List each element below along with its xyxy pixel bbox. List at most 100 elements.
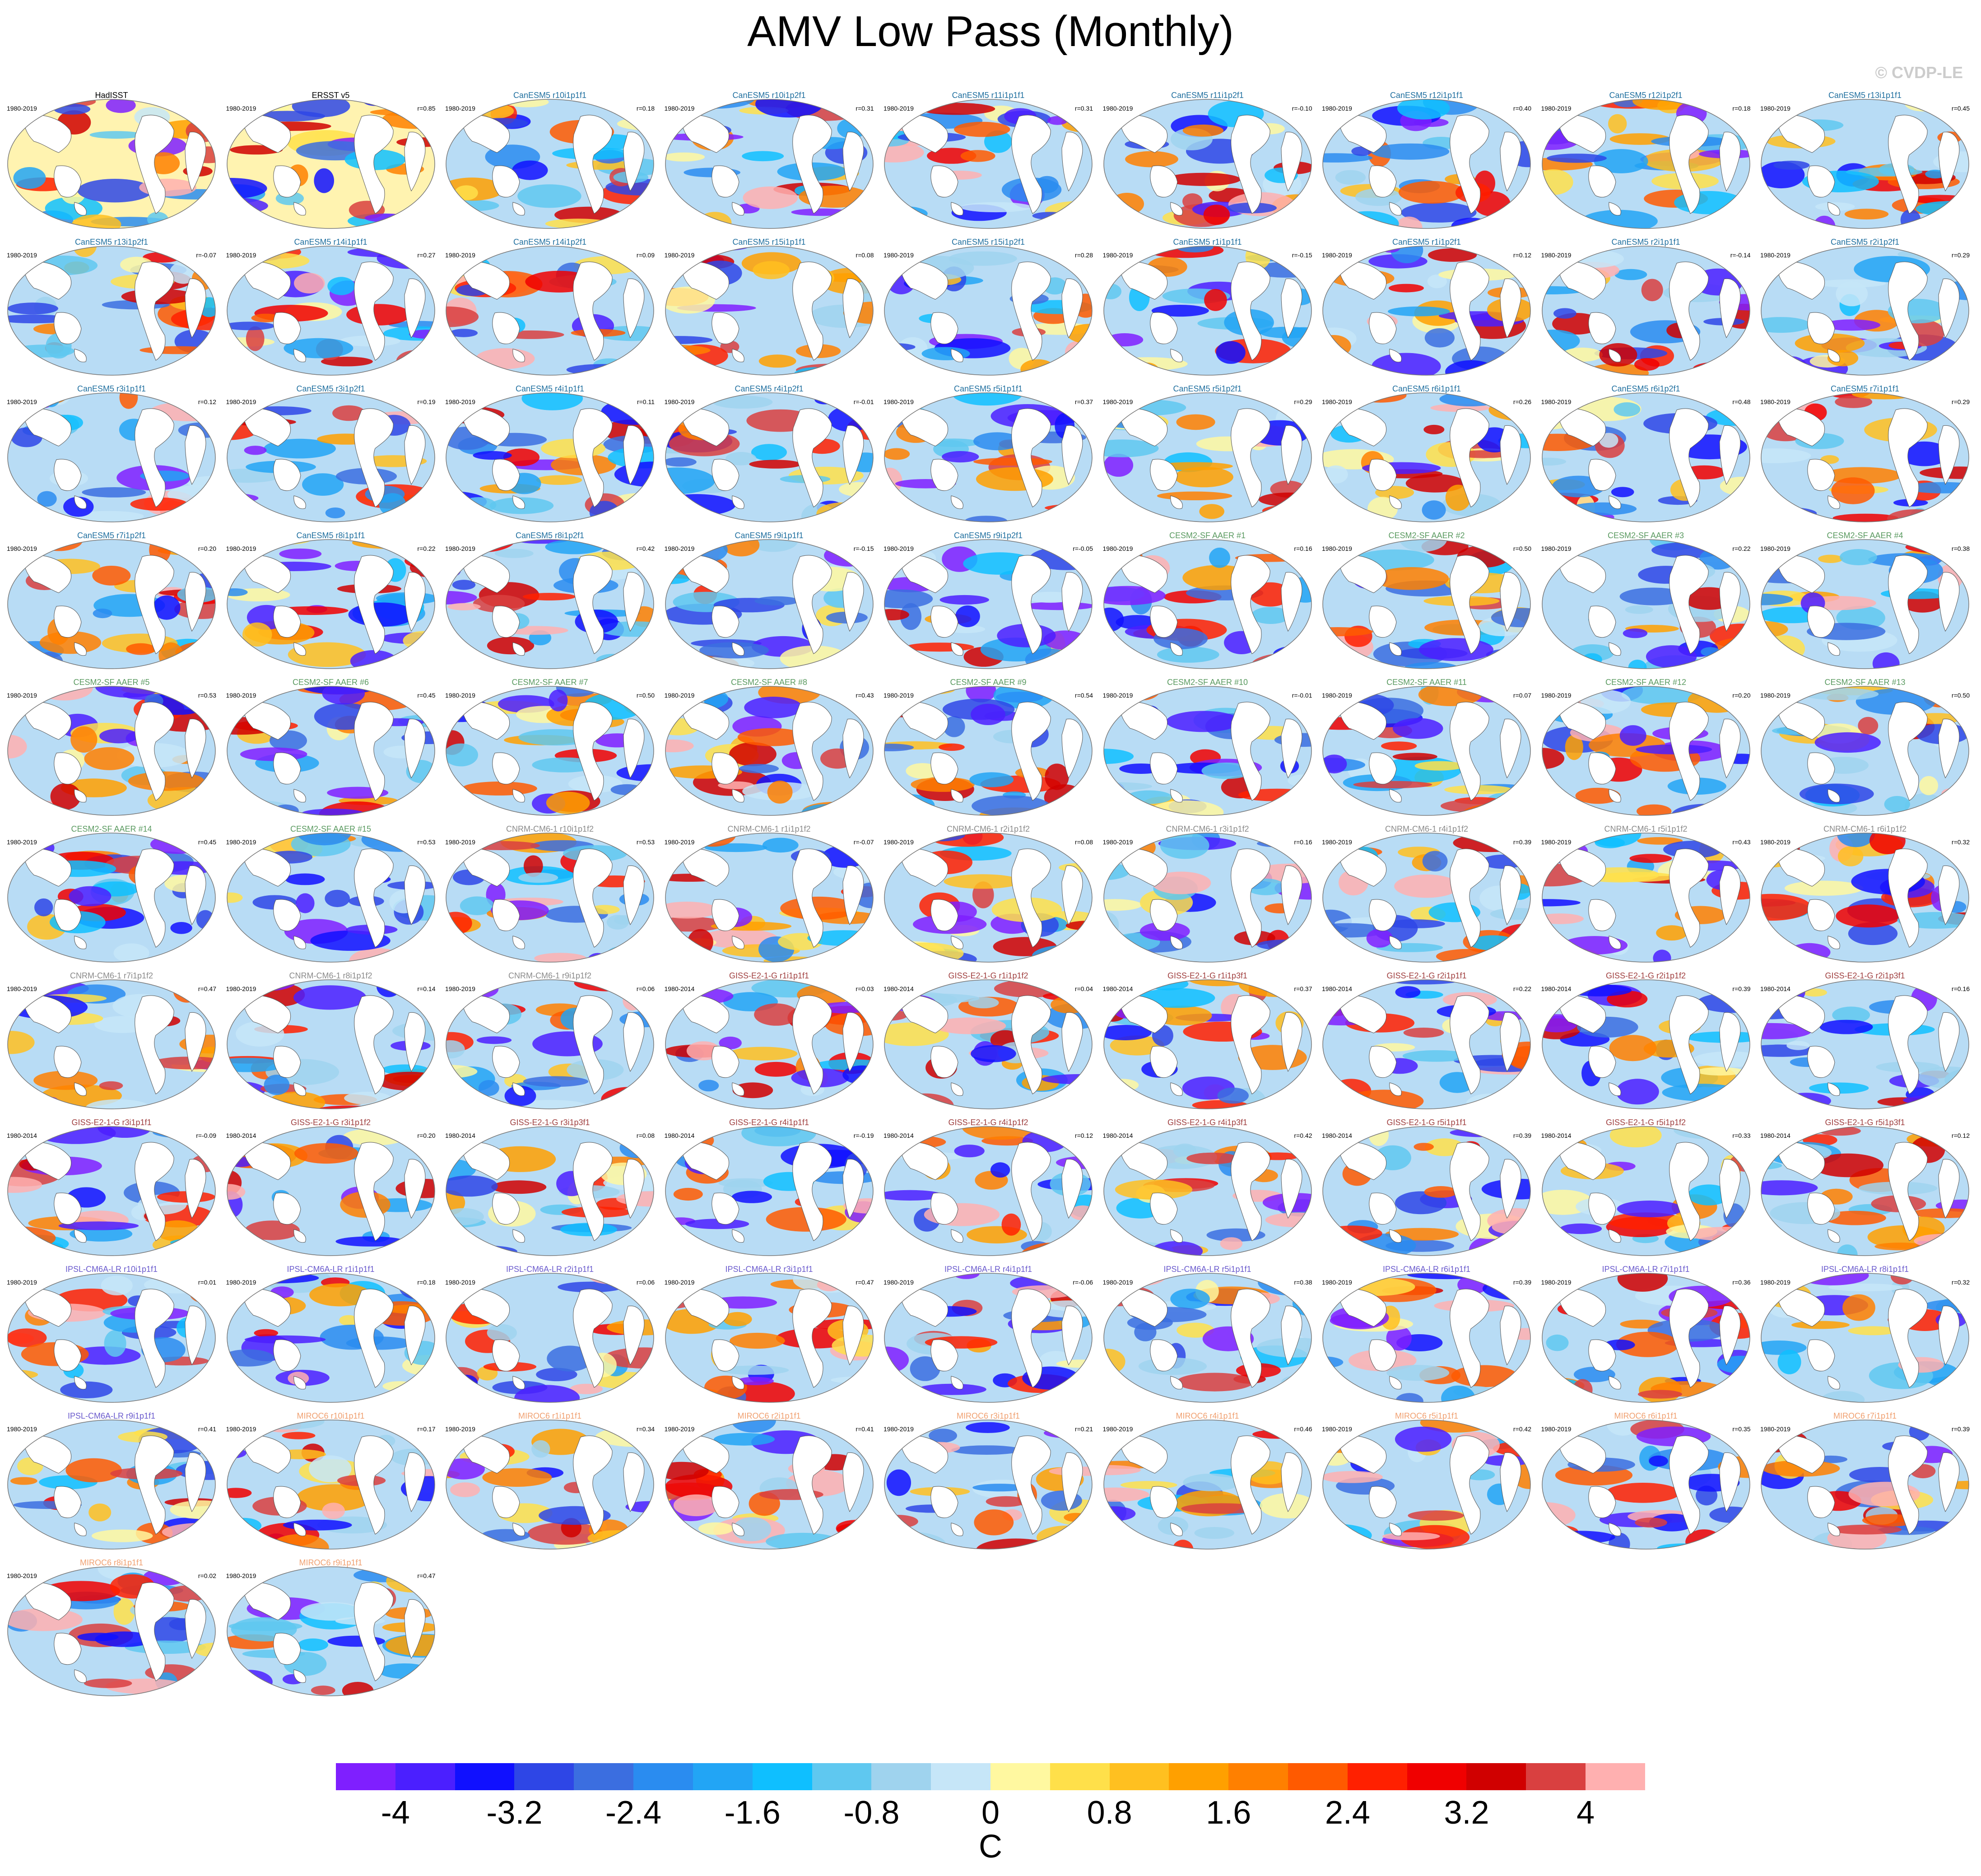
land-mass xyxy=(930,165,958,198)
panel-title: GISS-E2-1-G r5i1p1f1 xyxy=(1386,1118,1467,1127)
panel-title: MIROC6 r2i1p1f1 xyxy=(737,1411,801,1420)
land-mass xyxy=(792,555,832,654)
panel-correlation: r=0.53 xyxy=(417,838,436,846)
land-mass xyxy=(1828,1082,1840,1096)
land-mass xyxy=(1807,899,1835,931)
panel-correlation: r=0.03 xyxy=(856,985,874,992)
land-mass xyxy=(1061,1159,1083,1219)
panel-correlation: r=0.50 xyxy=(1951,692,1970,699)
panel-period: 1980-2019 xyxy=(664,1279,695,1286)
panel-correlation: r=0.85 xyxy=(417,105,436,112)
sst-anomaly-map xyxy=(7,1273,216,1403)
colorbar-tick-label: -2.4 xyxy=(605,1795,662,1831)
land-mass xyxy=(681,1142,729,1180)
panel-title: GISS-E2-1-G r4i1p1f1 xyxy=(729,1118,809,1127)
land-mass xyxy=(243,995,291,1033)
panel-correlation: r=-0.15 xyxy=(1292,251,1312,259)
panel-period: 1980-2019 xyxy=(1102,1279,1133,1286)
land-mass xyxy=(54,1046,82,1078)
land-mass xyxy=(842,131,864,192)
land-mass xyxy=(243,408,291,447)
land-mass xyxy=(1170,642,1183,656)
sst-anomaly-map xyxy=(1761,99,1969,229)
panel-title: GISS-E2-1-G r3i1p3f1 xyxy=(510,1118,590,1127)
land-mass xyxy=(1230,1142,1270,1241)
sst-anomaly-map xyxy=(1103,979,1312,1109)
colorbar-tick-label: 4 xyxy=(1576,1795,1595,1831)
land-mass xyxy=(1777,995,1825,1033)
panel-period: 1980-2019 xyxy=(7,398,37,405)
land-mass xyxy=(623,425,645,485)
land-mass xyxy=(1888,1435,1928,1535)
colorbar-swatch xyxy=(1526,1763,1586,1790)
sst-anomaly-map xyxy=(1761,1273,1969,1403)
panel-period: 1980-2019 xyxy=(7,985,37,992)
land-mass xyxy=(1500,425,1521,485)
land-mass xyxy=(1149,752,1178,785)
land-mass xyxy=(512,1376,525,1390)
sst-anomaly-map xyxy=(1103,686,1312,816)
land-mass xyxy=(1339,408,1387,447)
panel-period: 1980-2014 xyxy=(445,1132,475,1139)
panel-correlation: r=0.53 xyxy=(198,692,216,699)
land-mass xyxy=(492,459,520,491)
panel-period: 1980-2019 xyxy=(1322,105,1352,112)
land-mass xyxy=(462,848,510,887)
land-mass xyxy=(1450,115,1489,214)
sst-anomaly-map xyxy=(226,1126,435,1256)
panel-correlation: r=0.04 xyxy=(1074,985,1093,992)
map-panel: CESM2-SF AAER #5 1980-2019 r=0.53 xyxy=(2,677,221,818)
land-mass xyxy=(24,555,72,593)
land-mass xyxy=(1888,408,1928,507)
land-mass xyxy=(462,1435,510,1474)
land-mass xyxy=(353,261,394,361)
land-mass xyxy=(54,605,82,638)
land-mass xyxy=(1828,789,1840,803)
sst-anomaly-map xyxy=(7,246,216,376)
sst-anomaly-map xyxy=(1761,979,1969,1109)
colorbar-swatch xyxy=(395,1763,455,1790)
sst-anomaly-map xyxy=(226,99,435,229)
land-mass xyxy=(1280,425,1302,485)
sst-anomaly-map xyxy=(1541,392,1750,522)
map-panel: CanESM5 r15i1p2f1 1980-2019 r=0.28 xyxy=(879,237,1097,378)
map-panel: IPSL-CM6A-LR r9i1p1f1 1980-2019 r=0.41 xyxy=(2,1411,221,1552)
land-mass xyxy=(1170,495,1183,509)
land-mass xyxy=(573,702,613,801)
panel-title: CanESM5 r5i1p1f1 xyxy=(953,384,1023,393)
panel-title: GISS-E2-1-G r2i1p1f2 xyxy=(1605,971,1686,980)
land-mass xyxy=(273,1046,301,1078)
panel-period: 1980-2019 xyxy=(7,1425,37,1433)
map-panel: CESM2-SF AAER #8 1980-2019 r=0.43 xyxy=(660,677,879,818)
map-panel: GISS-E2-1-G r4i1p1f1 1980-2014 r=-0.19 xyxy=(660,1117,879,1258)
land-mass xyxy=(573,995,613,1094)
land-mass xyxy=(731,495,744,509)
panel-correlation: r=0.37 xyxy=(1074,398,1093,405)
panel-title: MIROC6 r1i1p1f1 xyxy=(518,1411,582,1420)
land-mass xyxy=(681,1289,729,1327)
panel-correlation: r=0.43 xyxy=(1732,838,1751,846)
map-panel: CESM2-SF AAER #14 1980-2019 r=0.45 xyxy=(2,824,221,965)
sst-anomaly-map xyxy=(665,686,874,816)
sst-anomaly-map xyxy=(1541,99,1750,229)
land-mass xyxy=(1369,752,1397,785)
panel-correlation: r=0.39 xyxy=(1513,838,1531,846)
land-mass xyxy=(1828,642,1840,656)
panel-correlation: r=0.19 xyxy=(417,398,436,405)
land-mass xyxy=(1120,1289,1167,1327)
land-mass xyxy=(731,1376,744,1390)
land-mass xyxy=(1558,1289,1606,1327)
land-mass xyxy=(404,278,425,339)
panel-correlation: r=0.20 xyxy=(198,545,216,552)
panel-title: CanESM5 r4i1p1f1 xyxy=(515,384,585,393)
land-mass xyxy=(293,349,306,363)
colorbar-swatch xyxy=(633,1763,693,1790)
panel-period: 1980-2019 xyxy=(226,1572,256,1579)
land-mass xyxy=(404,1452,425,1513)
land-mass xyxy=(1280,278,1302,339)
land-mass xyxy=(404,425,425,485)
land-mass xyxy=(1120,1142,1167,1180)
sst-anomaly-map xyxy=(1322,833,1531,963)
panel-title: CanESM5 r8i1p2f1 xyxy=(515,531,585,540)
sst-anomaly-map xyxy=(446,539,654,669)
